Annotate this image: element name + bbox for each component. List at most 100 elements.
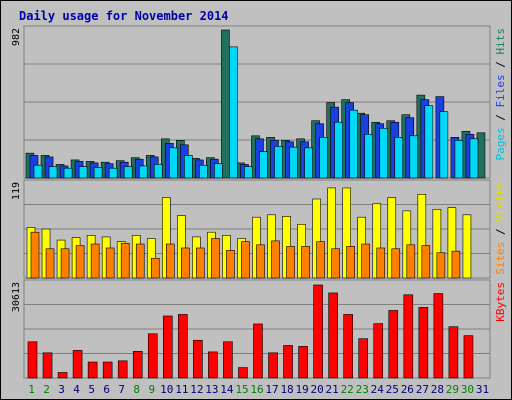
bar-pages-day-23 xyxy=(364,133,374,179)
x-tick-label: 28 xyxy=(431,383,444,396)
bar-kbytes-day-29 xyxy=(448,326,459,379)
bar-sites-day-3 xyxy=(60,248,70,279)
bar-pages-day-7 xyxy=(123,166,133,179)
bar-pages-day-8 xyxy=(138,165,148,179)
panel-hits-files-pages: 982 Pages / Files / Hits xyxy=(11,25,507,179)
bar-pages-day-2 xyxy=(48,166,58,179)
bar-kbytes-day-27 xyxy=(418,307,429,379)
x-tick-label: 20 xyxy=(311,383,324,396)
bar-kbytes-day-25 xyxy=(388,310,399,379)
y-max-label: 982 xyxy=(11,28,22,46)
x-tick-label: 1 xyxy=(28,383,35,396)
x-tick-label: 30 xyxy=(461,383,474,396)
bar-sites-day-9 xyxy=(150,257,160,279)
bar-sites-day-6 xyxy=(105,247,115,279)
legend-entry: Sites xyxy=(494,242,507,275)
bar-kbytes-day-4 xyxy=(72,350,83,379)
bar-pages-day-13 xyxy=(214,163,223,179)
x-tick-label: 24 xyxy=(371,383,385,396)
x-tick-label: 10 xyxy=(160,383,173,396)
x-tick-label: 14 xyxy=(220,383,234,396)
bar-sites-day-16 xyxy=(256,244,265,279)
bar-sites-day-7 xyxy=(120,242,130,279)
x-tick-label: 25 xyxy=(386,383,399,396)
x-tick-label: 5 xyxy=(88,383,95,396)
bar-pages-day-6 xyxy=(108,167,118,179)
bar-sites-day-10 xyxy=(165,243,175,279)
legend: Pages / Files / Hits xyxy=(494,28,507,161)
x-tick-label: 7 xyxy=(118,383,125,396)
bar-sites-day-22 xyxy=(346,246,355,279)
bar-pages-day-25 xyxy=(394,137,404,179)
bar-sites-day-25 xyxy=(391,248,401,279)
bar-kbytes-day-14 xyxy=(223,341,233,379)
bar-kbytes-day-5 xyxy=(87,361,98,379)
bar-pages-day-16 xyxy=(259,151,268,179)
x-tick-label: 19 xyxy=(295,383,308,396)
bar-pages-day-5 xyxy=(93,167,103,179)
y-max-label: 119 xyxy=(11,182,22,200)
bar-sites-day-2 xyxy=(45,248,55,279)
bar-kbytes-day-18 xyxy=(283,345,293,379)
x-tick-label: 18 xyxy=(280,383,293,396)
x-tick-label: 13 xyxy=(205,383,218,396)
bar-kbytes-day-22 xyxy=(343,314,353,379)
bar-kbytes-day-7 xyxy=(117,360,128,379)
legend: Sites / Visits xyxy=(494,182,507,275)
x-tick-label: 8 xyxy=(133,383,140,396)
bar-pages-day-26 xyxy=(409,135,419,179)
bar-kbytes-day-17 xyxy=(268,352,278,379)
x-tick-label: 12 xyxy=(190,383,203,396)
legend-entry: Pages xyxy=(494,127,507,160)
bar-pages-day-20 xyxy=(319,137,328,179)
legend-entry: / xyxy=(494,55,507,75)
bar-pages-day-28 xyxy=(439,111,449,179)
chart-title: Daily usage for November 2014 xyxy=(19,9,229,23)
bar-sites-day-24 xyxy=(376,247,386,279)
bar-kbytes-day-23 xyxy=(358,338,369,379)
x-tick-label: 29 xyxy=(446,383,459,396)
bar-pages-day-4 xyxy=(78,166,88,179)
bar-pages-day-29 xyxy=(454,140,464,179)
bar-sites-day-23 xyxy=(361,243,371,279)
legend-entry: / xyxy=(494,222,507,242)
bar-pages-day-17 xyxy=(274,146,283,179)
x-tick-label: 15 xyxy=(235,383,248,396)
bar-sites-day-12 xyxy=(196,247,205,279)
bar-pages-day-12 xyxy=(199,164,208,179)
panel-kbytes: 30613 KBytes xyxy=(11,279,507,379)
bar-sites-day-28 xyxy=(436,252,446,279)
bar-sites-day-26 xyxy=(406,244,416,279)
bar-pages-day-24 xyxy=(379,127,389,179)
bar-pages-day-27 xyxy=(424,105,434,179)
bar-kbytes-day-15 xyxy=(238,367,248,379)
bar-sites-day-4 xyxy=(75,245,85,279)
bar-pages-day-18 xyxy=(289,146,298,179)
x-tick-label: 4 xyxy=(73,383,80,396)
bar-kbytes-day-19 xyxy=(298,346,308,379)
bar-pages-day-15 xyxy=(244,166,253,179)
bar-sites-day-11 xyxy=(181,247,190,279)
bar-hits-day-14 xyxy=(221,29,230,179)
bar-sites-day-27 xyxy=(421,245,431,279)
x-tick-label: 23 xyxy=(356,383,369,396)
bar-sites-day-13 xyxy=(211,238,220,279)
bar-sites-day-1 xyxy=(30,231,40,279)
bar-kbytes-day-2 xyxy=(42,352,53,379)
x-tick-label: 3 xyxy=(58,383,65,396)
bar-sites-day-29 xyxy=(451,250,461,279)
x-tick-label: 26 xyxy=(401,383,414,396)
legend-entry: Hits xyxy=(494,28,507,55)
x-tick-label: 22 xyxy=(341,383,354,396)
bar-kbytes-day-28 xyxy=(433,293,444,379)
bar-kbytes-day-8 xyxy=(132,350,143,379)
bar-sites-day-8 xyxy=(135,243,145,279)
bar-kbytes-day-1 xyxy=(27,341,38,379)
chart-panels: 982 Pages / Files / Hits 119 Sites / Visits… xyxy=(11,25,507,379)
bar-sites-day-18 xyxy=(286,246,295,279)
bar-kbytes-day-10 xyxy=(162,315,173,379)
bar-kbytes-day-6 xyxy=(102,361,113,379)
bar-pages-day-9 xyxy=(153,164,163,179)
bar-pages-day-22 xyxy=(349,109,358,179)
